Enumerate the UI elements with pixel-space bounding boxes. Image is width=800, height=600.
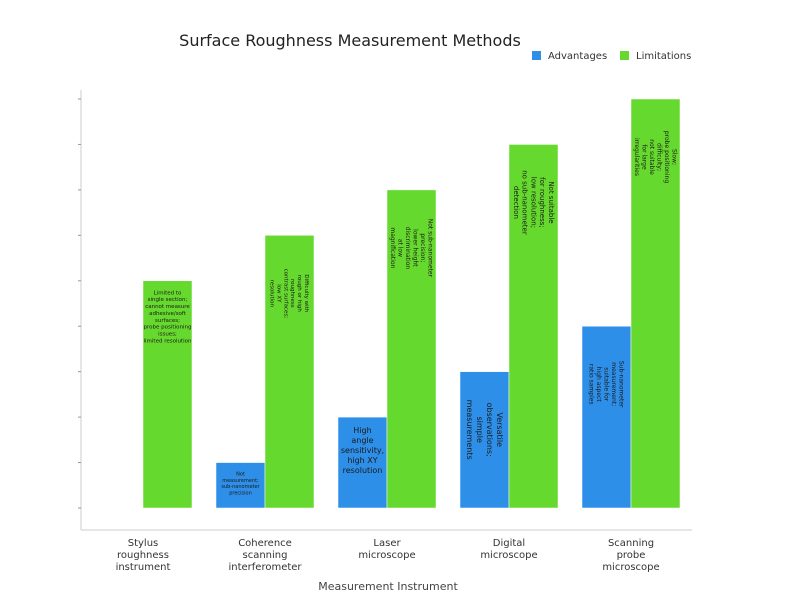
- bar-label-limitations-4: Slow;probe positioningdifficulty;not sui…: [633, 131, 678, 183]
- bar-advantages-1: [215, 462, 266, 509]
- bar-label-advantages-1: Not measurement; sub-nanometer precision: [221, 472, 260, 497]
- legend-label: Advantages: [548, 51, 607, 62]
- x-tick-label-1: Coherence scanning interferometer: [228, 538, 302, 573]
- bar-limitations-0: [142, 280, 193, 509]
- x-tick-label-3: Digital microscope: [480, 538, 537, 561]
- bar-limitations-4: [630, 98, 681, 509]
- bar-label-limitations-0: Limited to single section; cannot measure a…: [143, 290, 192, 344]
- bar-limitations-3: [508, 144, 559, 509]
- legend: Advantages Limitations: [532, 51, 691, 62]
- legend-item-advantages: Advantages: [532, 51, 607, 62]
- bar-labels: Limited to single section; cannot measure a…: [143, 131, 677, 496]
- bar-advantages-2: [337, 416, 388, 509]
- bar-label-limitations-1: Difficulty withrough or highroughnesscon…: [269, 269, 309, 319]
- x-tick-label-0: Stylus roughness instrument: [116, 538, 171, 573]
- bar-limitations-1: [264, 235, 315, 509]
- bar-label-limitations-2: Not sub-nanometerprecision;lower heightd…: [389, 219, 434, 278]
- legend-item-limitations: Limitations: [620, 51, 691, 62]
- legend-label: Limitations: [636, 51, 691, 62]
- x-tick-label-2: Laser microscope: [358, 538, 415, 561]
- x-tick-labels: Stylus roughness instrument Coherence scanni…: [116, 538, 660, 573]
- bar-label-limitations-3: Not suitablefor roughness;low resolution…: [512, 170, 555, 235]
- bar-advantages-4: [581, 325, 632, 509]
- x-axis-title: Measurement Instrument: [318, 580, 458, 593]
- bar-label-advantages-3: Versatileobservations;simplemeasurements: [465, 400, 504, 460]
- bar-label-advantages-4: Sub-nanometermeasurement;suitable forhig…: [588, 361, 625, 408]
- bars: [142, 98, 681, 509]
- legend-swatch: [620, 51, 629, 60]
- chart-title: Surface Roughness Measurement Methods: [179, 31, 521, 50]
- bar-limitations-2: [386, 189, 437, 509]
- legend-swatch: [532, 51, 541, 60]
- y-ticks: [78, 98, 81, 509]
- bar-label-advantages-2: High angle sensitivity, high XY resolution: [341, 426, 384, 475]
- x-tick-label-4: Scanning probe microscope: [602, 538, 659, 573]
- bar-advantages-3: [459, 371, 510, 509]
